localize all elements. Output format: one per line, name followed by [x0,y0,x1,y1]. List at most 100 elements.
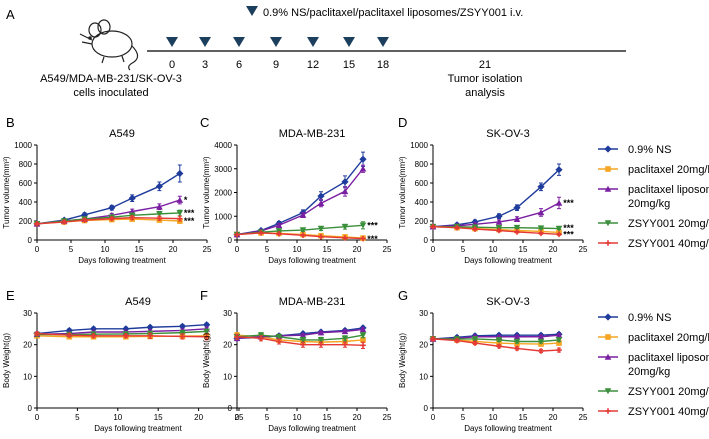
y-tick-label: 0 [228,404,233,413]
x-axis-label: Days following treatment [464,256,552,265]
x-tick-label: 0 [431,245,436,254]
y-tick-label: 30 [419,309,428,318]
chart-title: A549 [109,128,135,140]
data-point [179,333,186,340]
data-point [203,333,210,340]
data-point [128,194,136,202]
panel-letter-e: E [6,288,15,303]
series-zsyy001-40mg-kg [234,230,366,242]
data-point [156,203,163,210]
data-point [555,225,563,232]
mouse-label-line-2: cells inoculated [73,87,148,99]
panel-letter-d: D [398,115,407,130]
timeline-day-label: 3 [202,59,208,71]
data-point [359,165,367,172]
x-tick-label: 15 [323,245,332,254]
x-axis-label: Days following treatment [78,256,166,265]
data-point [555,331,563,338]
x-tick-label: 15 [135,245,144,254]
significance-annotation: *** [563,229,574,239]
legend-label: paclitaxel 20mg/kg [628,164,709,176]
legend-marker-icon [604,145,612,153]
data-point [176,210,184,217]
data-point [275,333,283,341]
data-point [538,348,544,354]
y-tick-label: 200 [19,217,33,226]
legend-body-weight: 0.9% NS paclitaxel 20mg/kg paclitaxel lipo… [598,312,709,418]
data-point [341,188,349,195]
mouse-label-line-1: A549/MDA-MB-231/SK-OV-3 [40,73,182,85]
legend-label: ZSYY001 20mg/kg [628,218,709,230]
y-tick-label: 30 [23,309,32,318]
chart-title: A549 [125,296,151,308]
dose-triangle-icon [377,37,389,47]
chart-title: MDA-MB-231 [279,128,346,140]
x-tick-label: 0 [35,245,40,254]
legend-marker-icon [604,220,612,227]
data-point [537,333,545,340]
legend-marker-icon [605,334,611,340]
data-point [203,321,211,329]
timeline-day-label: 6 [236,59,242,71]
y-tick-label: 3000 [214,165,232,174]
x-tick-label: 15 [154,413,163,422]
dose-triangle-icon [307,37,319,47]
data-point [360,337,366,343]
data-point [538,230,544,237]
series-zsyy001-40mg-kg [234,333,366,349]
data-point [177,215,183,222]
data-point [454,224,460,231]
data-point [341,335,349,342]
data-point [318,341,324,348]
data-point [176,196,184,203]
x-tick-label: 5 [75,413,80,422]
x-tick-label: 0 [35,413,40,422]
data-point [178,322,187,330]
panel-letter-f: F [200,288,208,303]
x-tick-label: 10 [113,413,122,422]
data-point [109,215,115,222]
significance-annotation: * [184,195,188,205]
data-point [179,329,186,336]
panel-letter-c: C [200,115,209,130]
data-point [496,227,502,234]
x-tick-label: 5 [461,245,466,254]
x-axis-label: Days following treatment [268,424,356,433]
data-point [34,330,40,337]
data-point [276,231,282,237]
data-point [317,225,325,232]
chart-title: MDA-MB-231 [279,296,346,308]
data-point [555,199,563,206]
data-point [342,235,348,241]
y-tick-label: 600 [415,179,429,188]
y-tick-label: 20 [223,341,232,350]
legend-marker-icon [604,353,612,360]
x-tick-label: 5 [265,413,270,422]
series-paclitaxel-liposomes-20mg-kg [429,196,563,230]
y-tick-label: 2000 [214,189,232,198]
y-tick-label: 10 [23,372,32,381]
x-tick-label: 20 [549,413,558,422]
y-tick-label: 0 [424,236,429,245]
y-axis-label: Tumor volume(mm³) [2,156,11,228]
timeline-end-day: 21 [479,59,491,71]
x-axis-label: Days following treatment [464,424,552,433]
timeline-day-label: 0 [169,59,175,71]
x-tick-label: 25 [579,245,588,254]
chart-g-sk-ov-3-body-weight: G SK-OV-3 0 5 10 15 20 25 0 10 20 30 Days following … [398,288,588,433]
data-point [495,218,503,225]
data-point [555,337,563,344]
x-tick-label: 5 [265,245,270,254]
panel-letter-b: B [6,115,15,130]
data-point [341,328,349,335]
legend-marker-icon [605,408,611,414]
y-tick-label: 1000 [214,212,232,221]
legend-marker-icon [605,240,611,246]
data-point [81,217,88,223]
chart-title: SK-OV-3 [486,128,529,140]
data-point [556,231,562,238]
y-tick-label: 600 [19,179,33,188]
data-point [513,224,521,231]
x-tick-label: 15 [519,413,528,422]
y-tick-label: 0 [28,236,33,245]
